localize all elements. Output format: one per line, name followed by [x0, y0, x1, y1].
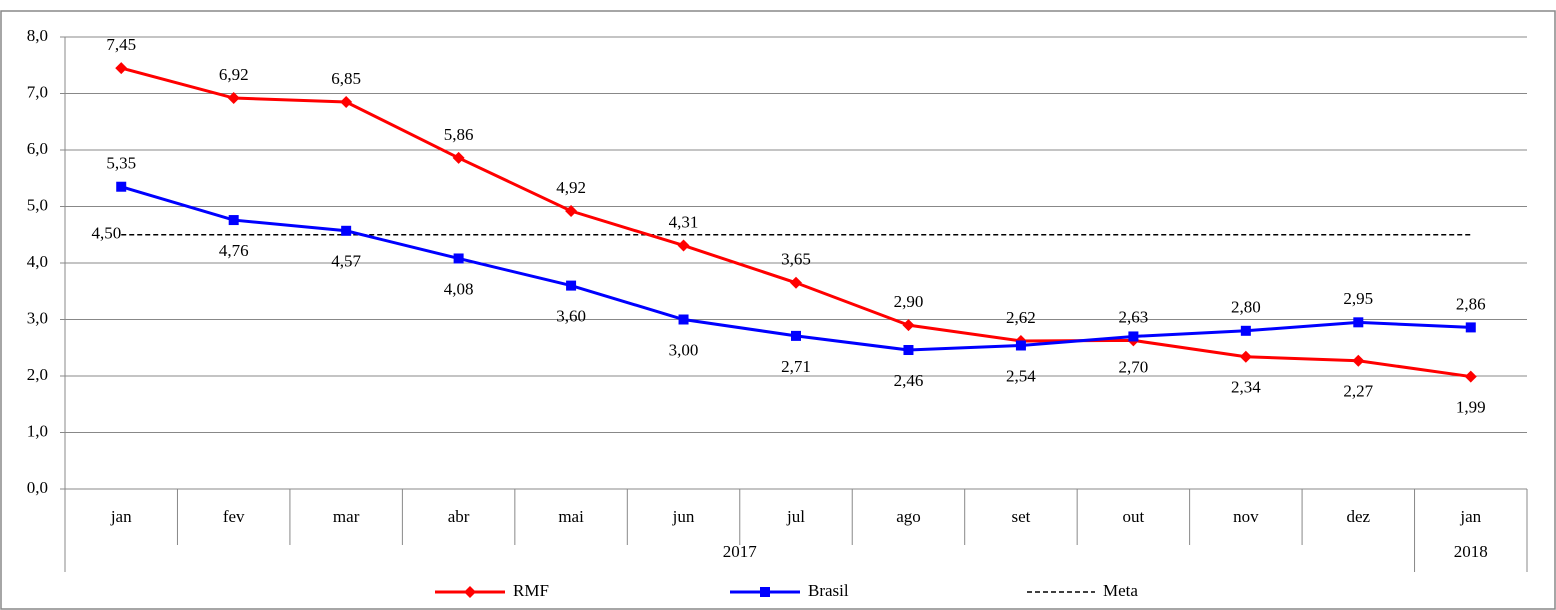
y-tick-label: 4,0: [27, 252, 48, 271]
y-tick-label: 5,0: [27, 195, 48, 214]
data-point: [1353, 317, 1364, 328]
data-label: 4,92: [556, 178, 586, 197]
data-point: [1352, 354, 1365, 367]
data-point: [1465, 322, 1476, 333]
x-group-label: 2017: [723, 542, 758, 561]
data-label: 2,80: [1231, 298, 1261, 317]
data-label: 7,45: [106, 35, 136, 54]
data-label: 2,62: [1006, 308, 1036, 327]
data-label: 2,34: [1231, 378, 1261, 397]
data-point: [1128, 331, 1139, 342]
data-label: 5,86: [444, 125, 474, 144]
data-point: [1240, 325, 1251, 336]
data-point: [678, 314, 689, 325]
x-tick-label: jan: [110, 507, 132, 526]
data-label: 3,00: [669, 340, 699, 359]
data-point: [902, 319, 915, 332]
x-tick-label: jan: [1459, 507, 1481, 526]
x-tick-label: fev: [223, 507, 245, 526]
x-tick-label: dez: [1347, 507, 1371, 526]
legend-marker: [464, 586, 476, 598]
x-tick-label: mai: [558, 507, 584, 526]
data-point: [228, 215, 239, 226]
data-label: 2,70: [1119, 357, 1149, 376]
x-tick-label: out: [1123, 507, 1145, 526]
legend-label: RMF: [513, 581, 549, 600]
data-label: 4,57: [331, 252, 361, 271]
x-group-label: 2018: [1454, 542, 1488, 561]
data-point: [340, 95, 353, 108]
data-point: [791, 330, 801, 341]
data-label: 2,27: [1343, 382, 1373, 401]
legend-label: Brasil: [808, 581, 849, 600]
data-point: [452, 151, 465, 164]
x-tick-label: abr: [448, 507, 470, 526]
data-point: [677, 239, 690, 252]
y-tick-label: 8,0: [27, 26, 48, 45]
legend-label: Meta: [1103, 581, 1138, 600]
data-point: [1015, 340, 1026, 351]
data-label: 3,60: [556, 307, 586, 326]
data-point: [227, 92, 240, 105]
data-label: 5,35: [106, 154, 136, 173]
data-point: [903, 345, 914, 356]
data-point: [566, 280, 577, 291]
data-label: 6,85: [331, 69, 361, 88]
y-tick-label: 6,0: [27, 139, 48, 158]
x-tick-label: jun: [672, 507, 695, 526]
legend-marker: [760, 587, 770, 597]
data-label: 2,54: [1006, 366, 1036, 385]
data-label: 3,65: [781, 250, 811, 269]
data-label: 2,86: [1456, 294, 1486, 313]
x-tick-label: mar: [333, 507, 360, 526]
data-label: 2,46: [894, 371, 924, 390]
data-label: 4,08: [444, 279, 474, 298]
data-point: [115, 62, 128, 75]
chart-frame: [0, 10, 1556, 610]
data-point: [565, 205, 578, 218]
data-point: [790, 276, 802, 289]
data-point: [341, 225, 352, 236]
x-tick-label: ago: [896, 507, 921, 526]
data-label: 4,31: [669, 212, 699, 231]
data-label: 6,92: [219, 65, 249, 84]
data-label: 2,95: [1343, 289, 1373, 308]
data-point: [1464, 370, 1477, 383]
y-tick-label: 0,0: [27, 478, 48, 497]
y-tick-label: 2,0: [27, 365, 48, 384]
y-tick-label: 7,0: [27, 82, 48, 101]
data-point: [1239, 350, 1252, 363]
data-point: [116, 181, 127, 192]
data-label: 4,76: [219, 241, 249, 260]
x-tick-label: nov: [1233, 507, 1259, 526]
data-label: 2,90: [894, 292, 924, 311]
y-tick-label: 3,0: [27, 308, 48, 327]
x-tick-label: jul: [786, 507, 805, 526]
data-label: 1,99: [1456, 397, 1486, 416]
data-label: 2,71: [781, 357, 811, 376]
data-label: 2,63: [1119, 307, 1149, 326]
y-tick-label: 1,0: [27, 421, 48, 440]
data-point: [453, 253, 464, 264]
x-tick-label: set: [1011, 507, 1030, 526]
reference-label: 4,50: [91, 224, 121, 243]
